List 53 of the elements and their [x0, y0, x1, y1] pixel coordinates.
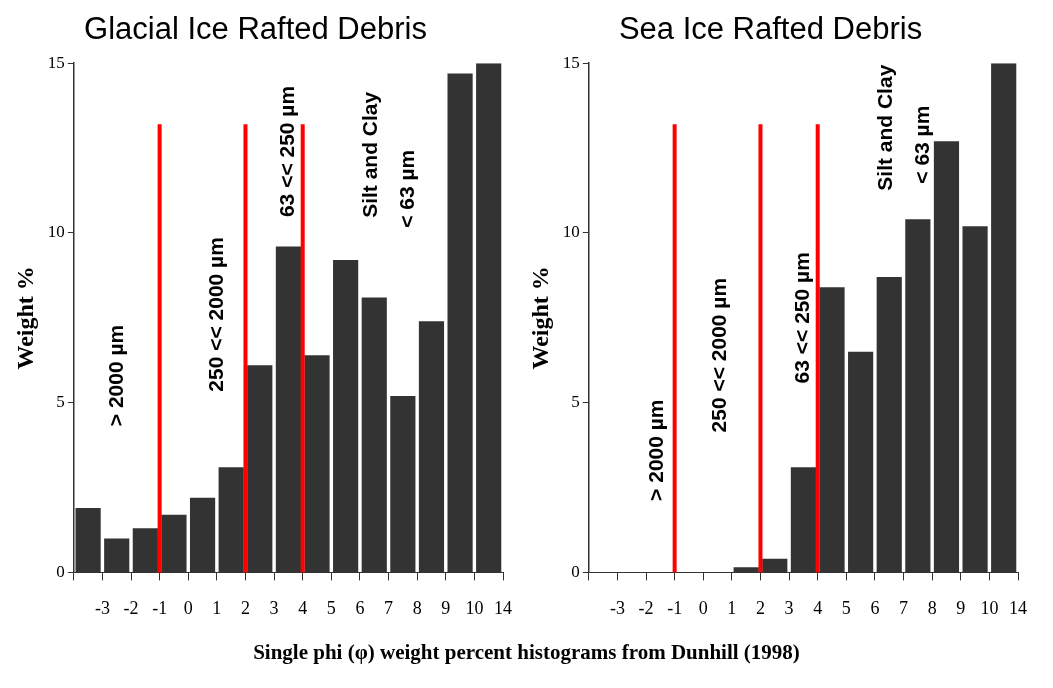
annotation: 63 << 250 µm — [275, 85, 299, 218]
x-tick-label: 5 — [841, 597, 851, 618]
x-tick-label: 9 — [441, 597, 451, 618]
x-tick-label: 10 — [980, 597, 999, 618]
x-tick-label: -1 — [152, 597, 168, 618]
x-tick-label: 8 — [927, 597, 937, 618]
x-tick-label: -1 — [667, 597, 683, 618]
y-tick-label: 15 — [562, 52, 580, 72]
x-tick-label: 4 — [298, 597, 308, 618]
x-tick-label: 1 — [727, 597, 737, 618]
x-tick-label: 0 — [183, 597, 193, 618]
annotation: 250 << 2000 µm — [707, 277, 731, 433]
y-tick-label: 0 — [56, 561, 65, 581]
x-tick-label: -2 — [123, 597, 139, 618]
x-tick-label: 14 — [494, 597, 512, 618]
text: Single phi (φ) weight percent histograms from Dunhill (1998) — [252, 640, 801, 665]
y-tick-label: 5 — [571, 392, 580, 412]
y-axis-title: Weight % — [526, 266, 553, 370]
chart-title: Sea Ice Rafted Debris — [618, 11, 923, 47]
annotation: Silt and Clay — [873, 64, 897, 191]
x-tick-label: 5 — [326, 597, 336, 618]
x-tick-label: 4 — [813, 597, 823, 618]
y-tick-label: 10 — [562, 222, 580, 242]
chart-title: Glacial Ice Rafted Debris — [84, 11, 427, 47]
x-tick-label: 3 — [269, 597, 279, 618]
y-tick-label: 10 — [47, 222, 65, 242]
x-tick-label: 7 — [384, 597, 394, 618]
annotation: < 63 µm — [910, 105, 934, 184]
x-tick-label: 0 — [698, 597, 708, 618]
x-tick-label: 9 — [956, 597, 966, 618]
x-tick-label: 6 — [870, 597, 880, 618]
annotation: 250 << 2000 µm — [203, 237, 227, 392]
y-tick-label: 5 — [56, 392, 65, 412]
x-tick-label: -3 — [609, 597, 625, 618]
y-axis-title: Weight % — [11, 266, 38, 370]
annotation: > 2000 µm — [103, 324, 127, 427]
annotation: > 2000 µm — [644, 399, 668, 501]
annotation: 63 << 250 µm — [790, 252, 814, 384]
x-tick-label: 8 — [412, 597, 422, 618]
x-tick-label: 14 — [1009, 597, 1027, 618]
x-tick-label: -3 — [94, 597, 110, 618]
x-tick-label: 10 — [465, 597, 484, 618]
x-tick-label: 2 — [755, 597, 765, 618]
x-tick-label: 6 — [355, 597, 365, 618]
x-tick-label: -2 — [638, 597, 654, 618]
annotation: Silt and Clay — [358, 91, 382, 218]
x-tick-label: 3 — [784, 597, 794, 618]
x-tick-label: 2 — [240, 597, 250, 618]
x-tick-label: 1 — [212, 597, 222, 618]
y-tick-label: 15 — [47, 52, 65, 72]
annotation: < 63 µm — [395, 149, 419, 228]
x-tick-label: 7 — [899, 597, 909, 618]
y-tick-label: 0 — [571, 561, 580, 581]
